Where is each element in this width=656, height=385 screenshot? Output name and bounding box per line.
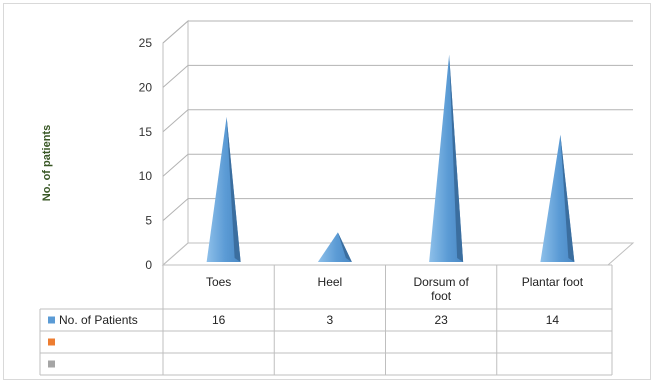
- category-label: Heel: [318, 275, 343, 289]
- cone-face: [317, 232, 352, 262]
- side-wall: [162, 19, 189, 267]
- gridline: [162, 20, 633, 44]
- cone-4: [540, 134, 575, 262]
- legend-key: [48, 338, 55, 346]
- data-value: 16: [212, 313, 226, 327]
- data-value: 14: [546, 313, 560, 327]
- data-value: 23: [434, 313, 448, 327]
- y-tick-label: 20: [139, 80, 153, 94]
- gridline: [162, 109, 633, 133]
- cone-face: [540, 134, 575, 262]
- y-tick-label: 0: [145, 258, 152, 272]
- legend-key: [48, 360, 55, 368]
- gridlines: [162, 20, 633, 221]
- gridline: [162, 64, 633, 88]
- category-label: Toes: [206, 275, 231, 289]
- cone-shadow: [560, 134, 575, 262]
- cone-shadow: [226, 116, 241, 262]
- category-label: Dorsum of foot: [413, 275, 469, 303]
- cone-face: [206, 116, 241, 262]
- cone-face: [429, 54, 464, 263]
- data-value: 3: [327, 313, 334, 327]
- y-tick-label: 25: [139, 36, 153, 50]
- cone-shadow: [337, 232, 352, 262]
- cone-3: [429, 54, 464, 263]
- y-tick-label: 15: [139, 125, 153, 139]
- cone-shadow: [449, 54, 464, 263]
- cone-2: [317, 232, 352, 262]
- category-label: Plantar foot: [522, 275, 584, 289]
- y-tick-label: 10: [139, 169, 153, 183]
- gridline: [162, 198, 633, 221]
- y-axis-ticks: 0 5 10 15 20 25: [139, 36, 153, 272]
- y-axis-label: No. of patients: [41, 125, 53, 201]
- legend-key: [48, 316, 55, 324]
- cone-1: [206, 116, 241, 262]
- gridline: [162, 153, 633, 177]
- data-table: Toes Heel Dorsum of foot Plantar foot No. of …: [39, 264, 613, 376]
- y-tick-label: 5: [145, 214, 152, 228]
- cones: [206, 54, 575, 263]
- series-name: No. of Patients: [59, 313, 138, 327]
